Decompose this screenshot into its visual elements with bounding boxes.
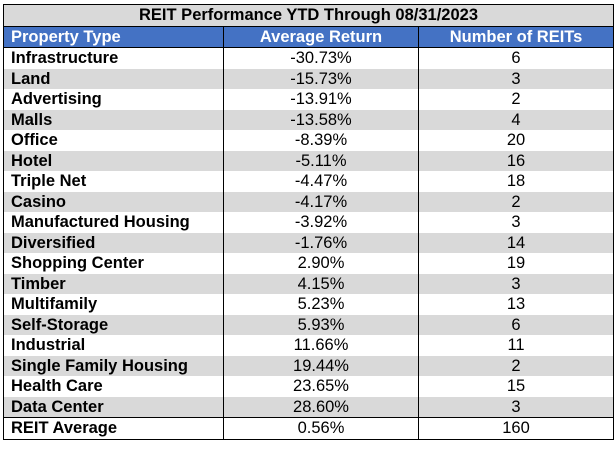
property-type-cell: Industrial: [3, 335, 224, 356]
number-of-reits-cell: 3: [417, 273, 615, 294]
table-row: Multifamily 5.23% 13: [3, 294, 615, 315]
average-return-cell: -30.73%: [223, 47, 419, 69]
property-type-cell: Shopping Center: [3, 253, 224, 274]
average-return-cell: -15.73%: [223, 68, 419, 89]
number-of-reits-cell: 3: [417, 68, 615, 89]
table-row: Manufactured Housing -3.92% 3: [3, 212, 615, 233]
table-row: Malls -13.58% 4: [3, 109, 615, 130]
table-row: Advertising -13.91% 2: [3, 89, 615, 110]
number-of-reits-cell: 20: [417, 130, 615, 151]
average-return-cell: -3.92%: [223, 212, 419, 233]
footer-label: REIT Average: [3, 417, 224, 440]
property-type-cell: Multifamily: [3, 294, 224, 315]
column-header-property-type: Property Type: [3, 25, 224, 48]
property-type-cell: Land: [3, 68, 224, 89]
reit-performance-table-container: REIT Performance YTD Through 08/31/2023 …: [2, 4, 615, 440]
property-type-cell: Diversified: [3, 232, 224, 253]
column-header-average-return: Average Return: [223, 25, 419, 48]
property-type-cell: Casino: [3, 191, 224, 212]
property-type-cell: Hotel: [3, 150, 224, 171]
table-body: Infrastructure -30.73% 6 Land -15.73% 3 Advert…: [3, 47, 615, 418]
number-of-reits-cell: 2: [417, 191, 615, 212]
table-row: Shopping Center 2.90% 19: [3, 253, 615, 274]
property-type-cell: Self-Storage: [3, 314, 224, 335]
table-title: REIT Performance YTD Through 08/31/2023: [2, 4, 615, 27]
number-of-reits-cell: 2: [417, 355, 615, 376]
reit-performance-table: REIT Performance YTD Through 08/31/2023 …: [2, 4, 615, 440]
table-row: Diversified -1.76% 14: [3, 232, 615, 253]
number-of-reits-cell: 13: [417, 294, 615, 315]
number-of-reits-cell: 16: [417, 150, 615, 171]
number-of-reits-cell: 3: [417, 212, 615, 233]
column-header-number-of-reits: Number of REITs: [417, 25, 615, 48]
table-row: Health Care 23.65% 15: [3, 376, 615, 397]
average-return-cell: -13.58%: [223, 109, 419, 130]
average-return-cell: -4.47%: [223, 171, 419, 192]
average-return-cell: 19.44%: [223, 355, 419, 376]
column-header-row: Property Type Average Return Number of R…: [3, 25, 615, 48]
footer-average-return: 0.56%: [223, 417, 419, 440]
property-type-cell: Data Center: [3, 396, 224, 418]
average-return-cell: -13.91%: [223, 89, 419, 110]
table-title-row: REIT Performance YTD Through 08/31/2023: [2, 4, 615, 27]
property-type-cell: Timber: [3, 273, 224, 294]
average-return-cell: 5.93%: [223, 314, 419, 335]
average-return-cell: 28.60%: [223, 396, 419, 418]
number-of-reits-cell: 3: [417, 396, 615, 418]
number-of-reits-cell: 18: [417, 171, 615, 192]
property-type-cell: Triple Net: [3, 171, 224, 192]
property-type-cell: Infrastructure: [3, 47, 224, 69]
table-row: Office -8.39% 20: [3, 130, 615, 151]
property-type-cell: Health Care: [3, 376, 224, 397]
average-return-cell: 4.15%: [223, 273, 419, 294]
table-row: Data Center 28.60% 3: [3, 396, 615, 418]
number-of-reits-cell: 14: [417, 232, 615, 253]
number-of-reits-cell: 19: [417, 253, 615, 274]
average-return-cell: -5.11%: [223, 150, 419, 171]
average-return-cell: 23.65%: [223, 376, 419, 397]
number-of-reits-cell: 4: [417, 109, 615, 130]
average-return-cell: -1.76%: [223, 232, 419, 253]
average-return-cell: 2.90%: [223, 253, 419, 274]
property-type-cell: Malls: [3, 109, 224, 130]
property-type-cell: Single Family Housing: [3, 355, 224, 376]
footer-number-of-reits: 160: [417, 417, 615, 440]
property-type-cell: Office: [3, 130, 224, 151]
number-of-reits-cell: 2: [417, 89, 615, 110]
average-return-cell: 11.66%: [223, 335, 419, 356]
property-type-cell: Manufactured Housing: [3, 212, 224, 233]
table-row: Infrastructure -30.73% 6: [3, 47, 615, 69]
table-row: Industrial 11.66% 11: [3, 335, 615, 356]
property-type-cell: Advertising: [3, 89, 224, 110]
average-return-cell: -4.17%: [223, 191, 419, 212]
average-return-cell: -8.39%: [223, 130, 419, 151]
number-of-reits-cell: 6: [417, 314, 615, 335]
table-row: Timber 4.15% 3: [3, 273, 615, 294]
table-footer-row: REIT Average 0.56% 160: [3, 417, 615, 440]
table-row: Casino -4.17% 2: [3, 191, 615, 212]
table-row: Single Family Housing 19.44% 2: [3, 355, 615, 376]
number-of-reits-cell: 15: [417, 376, 615, 397]
table-row: Hotel -5.11% 16: [3, 150, 615, 171]
number-of-reits-cell: 6: [417, 47, 615, 69]
table-row: Triple Net -4.47% 18: [3, 171, 615, 192]
average-return-cell: 5.23%: [223, 294, 419, 315]
table-row: Self-Storage 5.93% 6: [3, 314, 615, 335]
table-row: Land -15.73% 3: [3, 68, 615, 89]
number-of-reits-cell: 11: [417, 335, 615, 356]
